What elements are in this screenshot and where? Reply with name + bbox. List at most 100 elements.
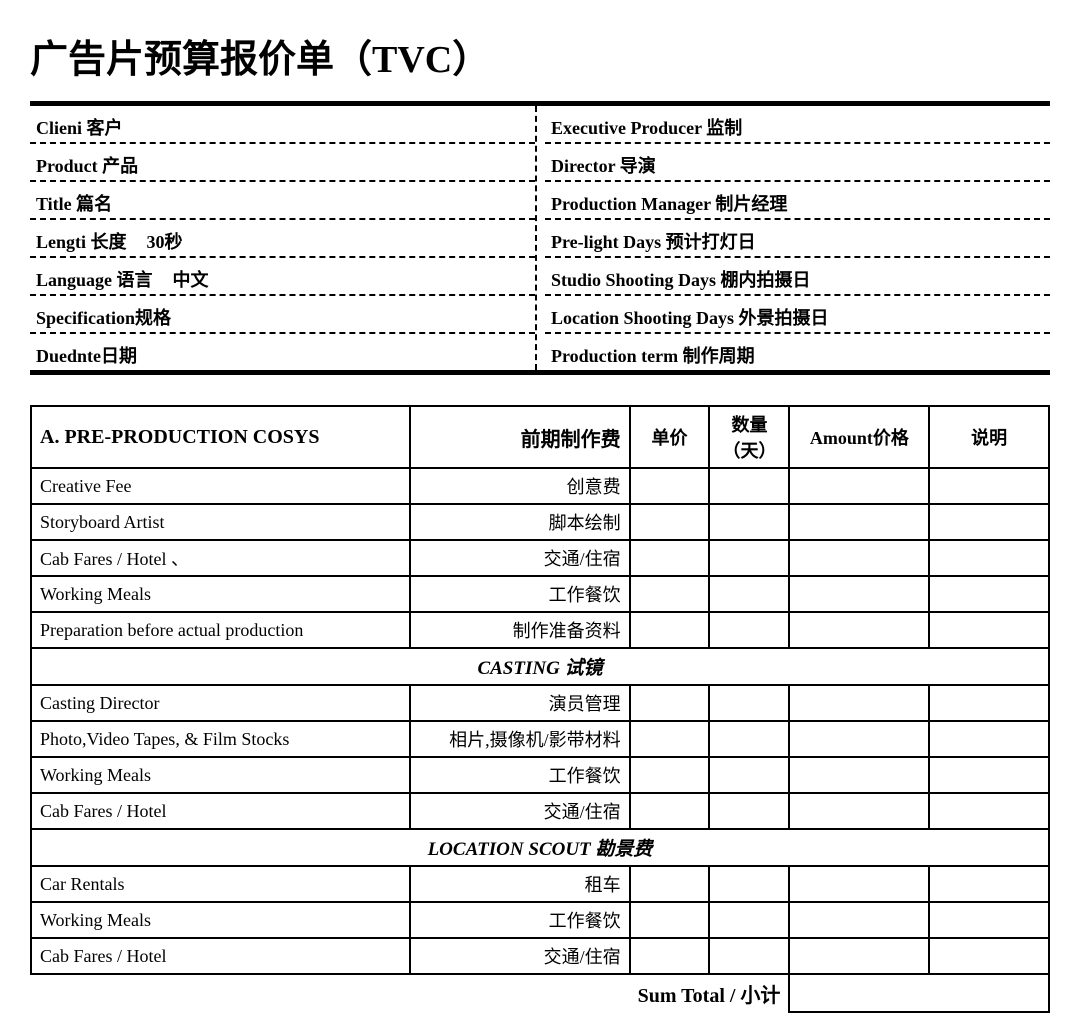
header-title-cn: 前期制作费 [410, 406, 629, 468]
cost-item-cn: 工作餐饮 [410, 576, 629, 612]
cost-cell [929, 902, 1049, 938]
cost-cell [789, 938, 929, 974]
cost-row: Cab Fares / Hotel交通/住宿 [31, 793, 1049, 829]
cost-row: Car Rentals租车 [31, 866, 1049, 902]
cost-row: Creative Fee创意费 [31, 468, 1049, 504]
cost-cell [709, 793, 789, 829]
header-block: Clieni 客户 Product 产品 Title 篇名 Lengti 长度 30秒 L… [30, 101, 1050, 375]
header-row: Production term 制作周期 [545, 334, 1050, 370]
header-label: Lengti 长度 [36, 228, 127, 254]
sum-value [789, 974, 1049, 1012]
header-value: 中文 [173, 266, 209, 292]
cost-cell [789, 757, 929, 793]
header-label: Title 篇名 [36, 190, 112, 216]
header-label: Language 语言 [36, 266, 153, 292]
cost-cell [789, 468, 929, 504]
cost-row: Storyboard Artist脚本绘制 [31, 504, 1049, 540]
cost-cell [929, 757, 1049, 793]
header-col-right: Executive Producer 监制 Director 导演 Producti… [535, 106, 1050, 370]
header-label: Specification规格 [36, 304, 171, 330]
cost-cell [630, 468, 710, 504]
header-row: Specification规格 [30, 296, 535, 334]
cost-item-en: Photo,Video Tapes, & Film Stocks [31, 721, 410, 757]
cost-cell [709, 721, 789, 757]
cost-cell [709, 612, 789, 648]
header-label: Duednte日期 [36, 342, 137, 368]
header-label: Location Shooting Days 外景拍摄日 [551, 304, 829, 330]
cost-item-en: Car Rentals [31, 866, 410, 902]
header-col-price: 单价 [630, 406, 710, 468]
cost-cell [630, 504, 710, 540]
cost-cell [789, 866, 929, 902]
cost-cell [789, 540, 929, 576]
header-value: 30秒 [147, 228, 183, 254]
header-label: Executive Producer 监制 [551, 114, 742, 140]
cost-item-cn: 交通/住宿 [410, 938, 629, 974]
header-label: Clieni 客户 [36, 114, 123, 140]
cost-cell [630, 938, 710, 974]
cost-item-en: Cab Fares / Hotel 、 [31, 540, 410, 576]
section-heading-row: LOCATION SCOUT 勘景费 [31, 829, 1049, 866]
cost-row: Cab Fares / Hotel 、交通/住宿 [31, 540, 1049, 576]
header-label: Product 产品 [36, 152, 138, 178]
cost-cell [789, 721, 929, 757]
section-heading: CASTING 试镜 [31, 648, 1049, 685]
header-label: Production Manager 制片经理 [551, 190, 787, 216]
cost-cell [630, 793, 710, 829]
cost-row: Preparation before actual production制作准备… [31, 612, 1049, 648]
cost-cell [709, 685, 789, 721]
cost-cell [709, 504, 789, 540]
header-label: Pre-light Days 预计打灯日 [551, 228, 756, 254]
cost-cell [789, 504, 929, 540]
header-row: Product 产品 [30, 144, 535, 182]
sum-row: Sum Total / 小计 [31, 974, 1049, 1012]
cost-item-cn: 交通/住宿 [410, 540, 629, 576]
cost-item-cn: 租车 [410, 866, 629, 902]
cost-cell [789, 793, 929, 829]
page-title: 广告片预算报价单（TVC） [30, 28, 1050, 83]
cost-row: Working Meals工作餐饮 [31, 902, 1049, 938]
cost-item-en: Storyboard Artist [31, 504, 410, 540]
section-heading: LOCATION SCOUT 勘景费 [31, 829, 1049, 866]
cost-item-cn: 脚本绘制 [410, 504, 629, 540]
cost-table: A. PRE-PRODUCTION COSYS 前期制作费 单价 数量（天） A… [30, 405, 1050, 1013]
header-row: Clieni 客户 [30, 106, 535, 144]
cost-cell [709, 757, 789, 793]
cost-row: Photo,Video Tapes, & Film Stocks相片,摄像机/影… [31, 721, 1049, 757]
cost-cell [929, 468, 1049, 504]
cost-cell [929, 685, 1049, 721]
cost-cell [709, 902, 789, 938]
cost-item-cn: 制作准备资料 [410, 612, 629, 648]
cost-item-en: Preparation before actual production [31, 612, 410, 648]
cost-item-cn: 相片,摄像机/影带材料 [410, 721, 629, 757]
cost-item-en: Casting Director [31, 685, 410, 721]
cost-cell [709, 866, 789, 902]
cost-cell [929, 721, 1049, 757]
cost-row: Working Meals工作餐饮 [31, 757, 1049, 793]
header-row: Location Shooting Days 外景拍摄日 [545, 296, 1050, 334]
cost-item-en: Cab Fares / Hotel [31, 793, 410, 829]
header-row: Director 导演 [545, 144, 1050, 182]
cost-item-cn: 交通/住宿 [410, 793, 629, 829]
cost-item-cn: 创意费 [410, 468, 629, 504]
cost-item-cn: 工作餐饮 [410, 902, 629, 938]
cost-item-cn: 工作餐饮 [410, 757, 629, 793]
header-title-en: A. PRE-PRODUCTION COSYS [31, 406, 410, 468]
cost-cell [630, 757, 710, 793]
header-col-qty: 数量（天） [709, 406, 789, 468]
cost-cell [630, 540, 710, 576]
cost-cell [929, 540, 1049, 576]
cost-row: Working Meals工作餐饮 [31, 576, 1049, 612]
cost-cell [709, 938, 789, 974]
cost-cell [630, 685, 710, 721]
cost-item-en: Cab Fares / Hotel [31, 938, 410, 974]
cost-cell [929, 866, 1049, 902]
cost-cell [789, 685, 929, 721]
cost-cell [929, 938, 1049, 974]
header-col-amount: Amount价格 [789, 406, 929, 468]
cost-cell [709, 468, 789, 504]
cost-item-en: Working Meals [31, 576, 410, 612]
header-row: Title 篇名 [30, 182, 535, 220]
header-label: Studio Shooting Days 棚内拍摄日 [551, 266, 811, 292]
cost-item-en: Creative Fee [31, 468, 410, 504]
